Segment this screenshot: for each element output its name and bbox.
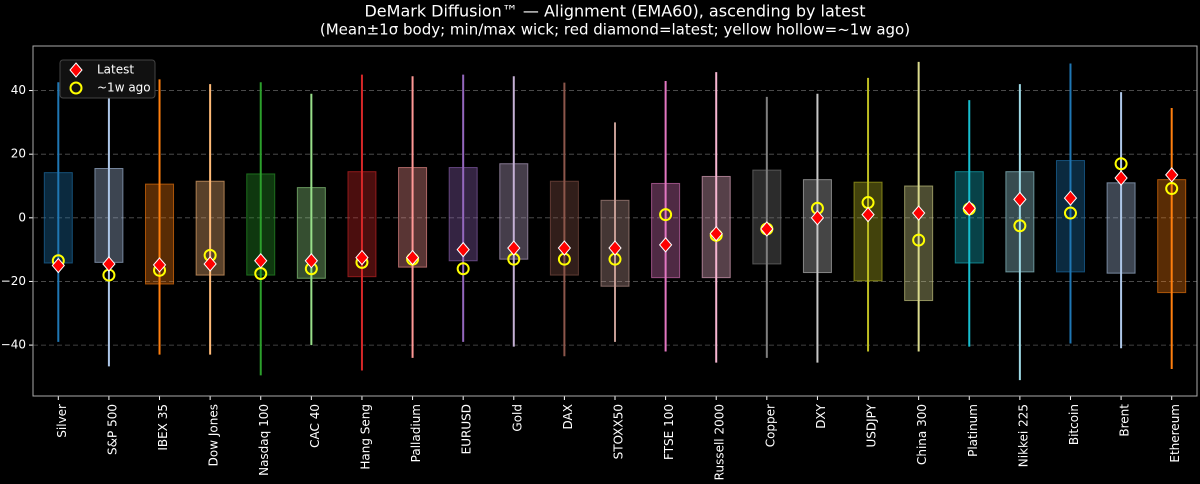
plot-frame [32, 45, 1198, 397]
x-tick-label: China 300 [915, 404, 929, 465]
legend-marker [69, 81, 83, 95]
x-tick-label: Nasdaq 100 [257, 404, 271, 476]
latest-marker [1063, 190, 1078, 206]
y-tick-label: 0 [18, 210, 26, 224]
y-tick-label: 40 [11, 83, 26, 97]
week-ago-marker [912, 233, 926, 247]
latest-marker [760, 221, 774, 237]
latest-marker [51, 257, 65, 274]
y-tick-label: −20 [1, 274, 26, 288]
x-tick-label: Russell 2000 [713, 404, 727, 480]
latest-marker [709, 225, 723, 242]
x-tick-label: FTSE 100 [662, 404, 676, 460]
latest-marker [911, 205, 926, 221]
latest-marker [861, 206, 875, 223]
latest-marker [405, 249, 420, 266]
latest-marker [152, 257, 167, 273]
x-tick-label: Platinum [966, 404, 980, 457]
latest-marker [658, 237, 673, 253]
chart-title: DeMark Diffusion™ — Alignment (EMA60), a… [364, 2, 865, 21]
x-tick-label: Silver [55, 404, 69, 438]
x-tick-label: Hang Seng [358, 404, 372, 470]
legend-label: ~1w ago [97, 81, 151, 95]
y-tick-label: −40 [1, 338, 26, 352]
x-tick-label: Nikkei 225 [1016, 404, 1030, 467]
latest-marker [1114, 170, 1128, 186]
latest-marker [254, 253, 268, 269]
week-ago-marker [456, 262, 470, 276]
week-ago-marker [659, 208, 673, 222]
y-tick-label: 20 [11, 147, 26, 161]
week-ago-marker [1165, 182, 1179, 196]
latest-marker [507, 240, 521, 256]
x-tick-label: Gold [510, 404, 524, 432]
x-tick-label: DAX [561, 404, 575, 429]
x-tick-label: STOXX50 [612, 404, 626, 459]
x-tick-label: USDJPY [865, 403, 879, 447]
latest-marker [102, 256, 116, 272]
legend-box [59, 59, 156, 99]
x-tick-label: Ethereum [1168, 404, 1182, 463]
latest-marker [456, 241, 470, 258]
week-ago-marker [1114, 157, 1128, 171]
latest-marker [1165, 167, 1179, 183]
x-tick-label: Brent [1118, 404, 1132, 437]
latest-marker [608, 240, 622, 256]
latest-marker [810, 210, 825, 226]
latest-marker [557, 240, 572, 256]
latest-marker [1013, 191, 1027, 208]
x-tick-label: Copper [763, 404, 777, 447]
x-tick-label: Palladium [409, 404, 423, 462]
latest-marker [304, 253, 319, 269]
chart-subtitle: (Mean±1σ body; min/max wick; red diamond… [320, 21, 910, 39]
x-tick-label: Dow Jones [207, 404, 221, 466]
x-tick-label: DXY [814, 403, 828, 428]
x-tick-label: EURUSD [460, 404, 474, 454]
latest-marker [203, 256, 217, 272]
legend-label: Latest [97, 63, 134, 77]
x-tick-label: IBEX 35 [156, 404, 170, 451]
week-ago-marker [1013, 219, 1027, 233]
x-tick-label: Bitcoin [1067, 404, 1081, 445]
latest-marker [355, 249, 369, 266]
week-ago-marker [1063, 206, 1077, 220]
latest-marker [962, 200, 976, 217]
x-tick-label: S&P 500 [105, 404, 119, 455]
x-tick-label: CAC 40 [308, 404, 322, 448]
legend-marker [69, 62, 83, 78]
